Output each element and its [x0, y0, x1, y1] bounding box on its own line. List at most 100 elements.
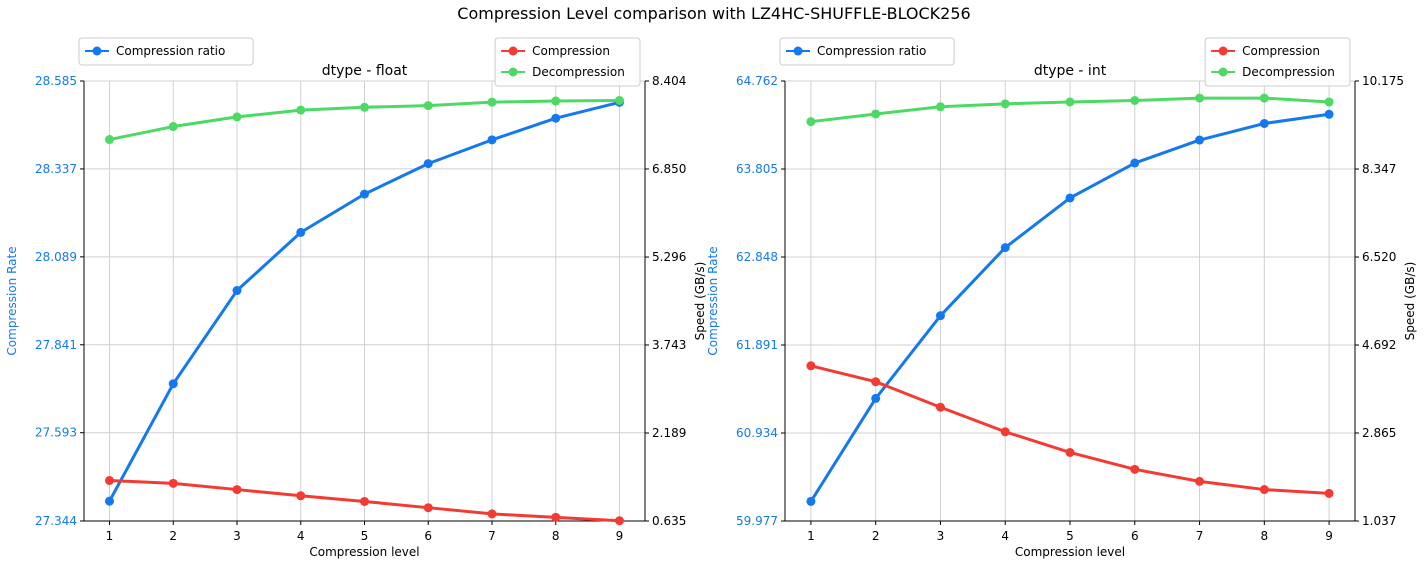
x-tick-label: 6 [1131, 529, 1139, 543]
y2-tick-label: 6.850 [652, 162, 686, 176]
chart-title: dtype - int [1034, 63, 1107, 79]
data-point [1195, 93, 1205, 103]
data-point [935, 102, 945, 112]
data-point [232, 286, 242, 296]
x-tick-label: 4 [297, 529, 305, 543]
chart-title: dtype - float [322, 63, 408, 79]
x-axis-label: Compression level [309, 545, 419, 559]
x-axis-label: Compression level [1015, 545, 1125, 559]
legend-label: Compression ratio [817, 44, 926, 58]
legend-frame [494, 37, 641, 87]
y2-tick-label: 6.520 [1362, 250, 1396, 264]
y-tick-label: 63.805 [736, 162, 778, 176]
y-tick-label: 27.593 [35, 426, 77, 440]
x-tick-label: 2 [169, 529, 177, 543]
y-tick-label: 62.848 [736, 250, 778, 264]
data-point [1000, 427, 1010, 437]
data-point [360, 189, 369, 199]
data-point [1324, 109, 1334, 119]
data-point [935, 311, 945, 321]
y2-tick-label: 1.037 [1362, 514, 1396, 528]
data-point [871, 393, 881, 403]
data-point [1130, 96, 1140, 106]
data-point [232, 112, 242, 122]
data-point [935, 402, 945, 412]
y2-tick-label: 3.743 [652, 338, 686, 352]
y2-axis-label: Speed (GB/s) [693, 262, 707, 341]
data-point [1130, 158, 1140, 168]
y2-tick-label: 2.189 [652, 426, 686, 440]
data-point [1259, 485, 1269, 495]
x-tick-label: 3 [937, 529, 945, 543]
data-point [806, 496, 816, 506]
legend-left: Compression ratio [779, 37, 955, 66]
x-tick-label: 8 [1260, 529, 1268, 543]
legend-label: Compression ratio [116, 44, 225, 58]
data-point [1324, 97, 1334, 107]
data-point [1259, 93, 1269, 103]
data-point [551, 96, 561, 106]
x-tick-label: 1 [106, 529, 114, 543]
legend-marker [508, 46, 518, 56]
data-point [487, 135, 497, 145]
series-decompression [105, 95, 624, 145]
data-point [1065, 193, 1075, 203]
data-point [551, 512, 561, 522]
data-point [806, 117, 816, 127]
series-decompression [806, 93, 1334, 127]
x-tick-label: 6 [424, 529, 432, 543]
x-tick-label: 3 [233, 529, 241, 543]
data-point [232, 485, 242, 495]
y2-tick-label: 4.692 [1362, 338, 1396, 352]
data-point [1065, 97, 1075, 107]
y2-axis-label: Speed (GB/s) [1403, 262, 1417, 341]
figure-title: Compression Level comparison with LZ4HC-… [457, 4, 970, 23]
y2-tick-label: 10.175 [1362, 74, 1404, 88]
data-point [615, 516, 624, 526]
legend-marker [508, 67, 518, 77]
legend-marker [1218, 67, 1228, 77]
data-point [871, 377, 881, 387]
x-tick-label: 5 [1066, 529, 1074, 543]
series-compression [806, 361, 1334, 498]
legend-marker [92, 46, 102, 56]
y2-tick-label: 8.347 [1362, 162, 1396, 176]
y-tick-label: 61.891 [736, 338, 778, 352]
legend-marker [1218, 46, 1228, 56]
legend-label: Decompression [532, 65, 625, 79]
y-tick-label: 28.337 [35, 162, 77, 176]
data-point [105, 476, 114, 486]
data-point [1324, 488, 1334, 498]
y-tick-label: 60.934 [736, 426, 778, 440]
data-point [168, 122, 178, 132]
data-point [360, 102, 369, 112]
series-compression-ratio [806, 109, 1334, 506]
y-tick-label: 28.089 [35, 250, 77, 264]
y-tick-label: 59.977 [736, 514, 778, 528]
x-tick-label: 5 [361, 529, 369, 543]
data-point [1000, 99, 1010, 109]
y2-tick-label: 2.865 [1362, 426, 1396, 440]
legend-right: Compression Decompression [1204, 37, 1351, 87]
series-compression-ratio [105, 97, 624, 506]
data-point [487, 97, 497, 107]
data-point [168, 478, 178, 488]
x-tick-label: 9 [616, 529, 624, 543]
x-tick-label: 1 [807, 529, 815, 543]
y-tick-label: 28.585 [35, 74, 77, 88]
y-tick-label: 27.344 [35, 514, 77, 528]
y-tick-label: 27.841 [35, 338, 77, 352]
legend-left: Compression ratio [78, 37, 254, 66]
series-compression [105, 476, 624, 526]
data-point [1065, 447, 1075, 457]
legend-right: Compression Decompression [494, 37, 641, 87]
data-point [423, 101, 433, 111]
data-point [487, 509, 497, 519]
data-point [168, 379, 178, 389]
data-point [615, 95, 624, 105]
data-point [1259, 118, 1269, 128]
x-tick-label: 7 [488, 529, 496, 543]
x-tick-label: 9 [1325, 529, 1333, 543]
data-point [806, 361, 816, 371]
